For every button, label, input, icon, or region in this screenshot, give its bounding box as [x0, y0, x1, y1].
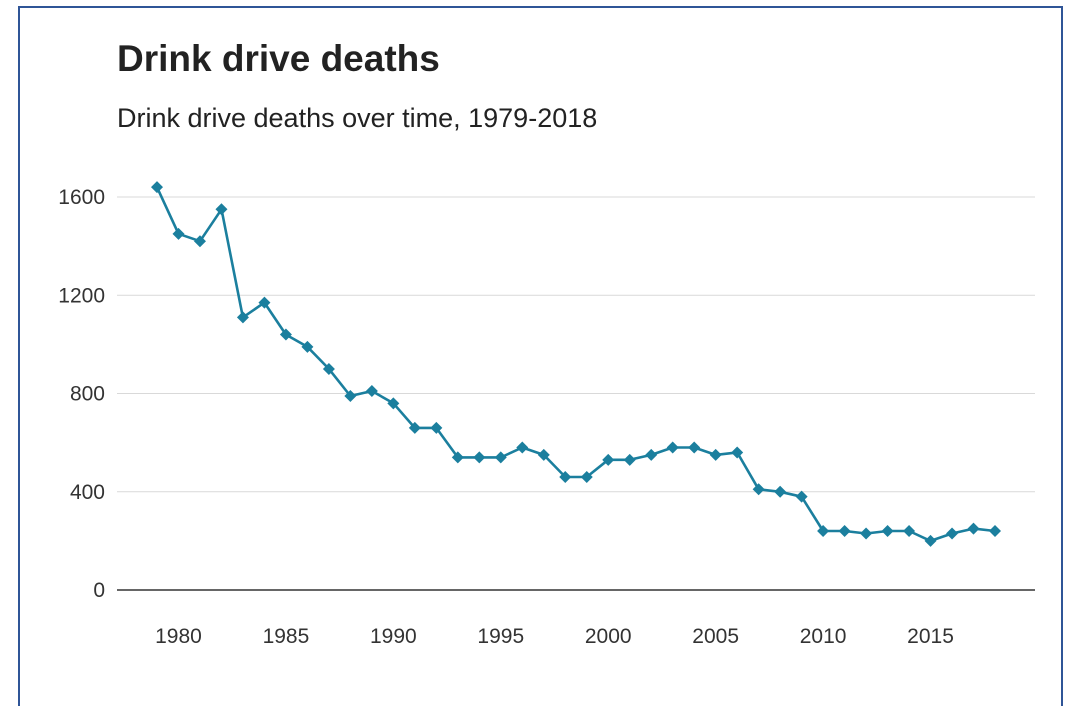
data-point: [860, 527, 873, 540]
data-point: [731, 446, 744, 459]
data-point: [172, 227, 185, 240]
x-tick-label: 2015: [907, 625, 954, 648]
data-point: [838, 525, 851, 538]
data-point: [559, 471, 572, 484]
data-point: [688, 441, 701, 454]
data-point: [580, 471, 593, 484]
line-chart: 0 400 800 1200 1600 1980 1985 1990 1995 2000 2005 2…: [58, 181, 1035, 648]
data-point: [817, 525, 830, 538]
data-point: [344, 389, 357, 402]
data-point: [301, 340, 314, 353]
data-point: [365, 385, 378, 398]
data-point: [473, 451, 486, 464]
data-point: [903, 525, 916, 538]
y-tick-label: 400: [70, 481, 105, 504]
data-point: [193, 235, 206, 248]
data-point: [774, 485, 787, 498]
x-tick-label: 1985: [263, 625, 310, 648]
data-point: [451, 451, 464, 464]
data-point: [967, 522, 980, 535]
data-point: [537, 448, 550, 461]
data-point: [752, 483, 765, 496]
x-tick-label: 1995: [477, 625, 524, 648]
chart-subtitle: Drink drive deaths over time, 1979-2018: [117, 103, 598, 133]
data-point: [946, 527, 959, 540]
data-point: [408, 421, 421, 434]
data-point: [279, 328, 292, 341]
data-point: [236, 311, 249, 324]
data-point: [516, 441, 529, 454]
data-point: [602, 453, 615, 466]
data-point: [430, 421, 443, 434]
y-tick-label: 800: [70, 383, 105, 406]
x-tick-label: 2000: [585, 625, 632, 648]
data-point: [924, 534, 937, 547]
x-tick-label: 2005: [692, 625, 739, 648]
data-point: [881, 525, 894, 538]
data-point: [989, 525, 1001, 538]
data-point: [151, 181, 163, 194]
chart-frame: [18, 6, 1063, 706]
data-point: [258, 296, 271, 309]
data-point: [215, 203, 228, 216]
data-point: [645, 448, 658, 461]
data-point: [795, 490, 808, 503]
data-point: [709, 448, 722, 461]
series-line: [155, 186, 996, 543]
x-tick-label: 1990: [370, 625, 417, 648]
y-tick-label: 1200: [58, 284, 105, 307]
data-point: [322, 362, 335, 375]
chart-title: Drink drive deaths: [117, 38, 440, 79]
data-point: [494, 451, 507, 464]
data-point: [387, 397, 400, 410]
data-point: [666, 441, 679, 454]
x-tick-label: 1980: [155, 625, 202, 648]
y-tick-label: 0: [93, 579, 105, 602]
data-point: [623, 453, 636, 466]
y-tick-label: 1600: [58, 186, 105, 209]
x-tick-label: 2010: [800, 625, 847, 648]
